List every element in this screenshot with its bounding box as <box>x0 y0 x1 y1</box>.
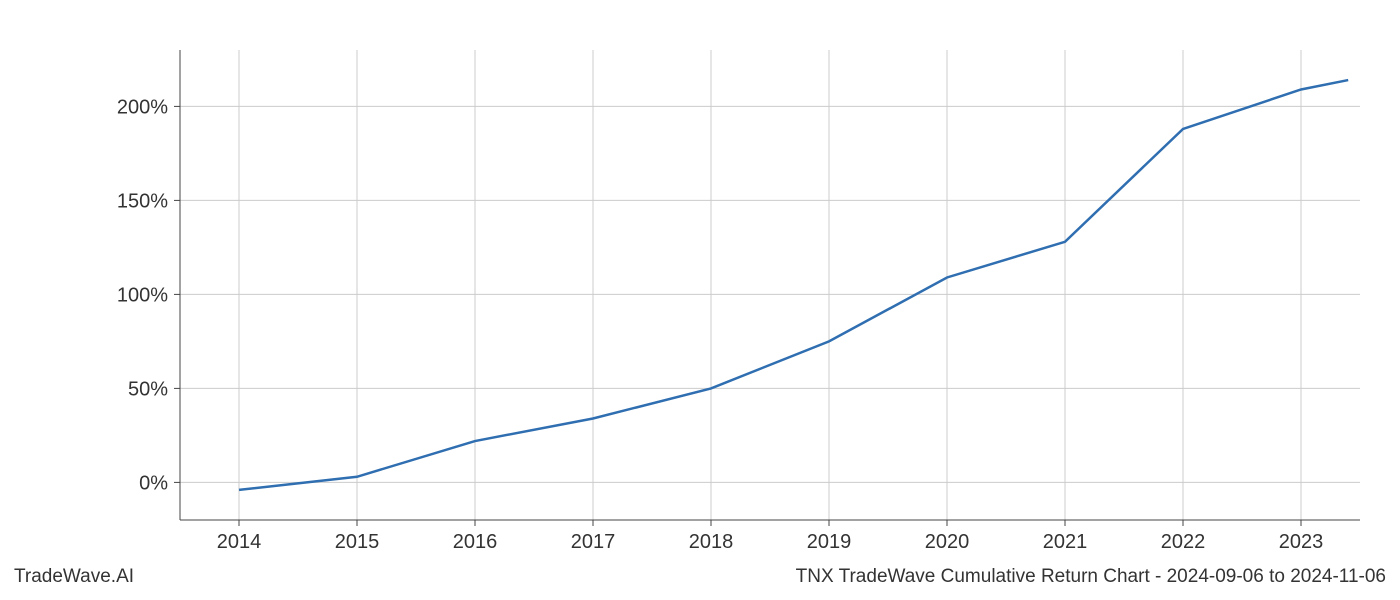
x-tick-label: 2018 <box>689 531 734 553</box>
y-tick-label: 100% <box>117 284 168 306</box>
y-tick-label: 50% <box>128 378 168 400</box>
footer-left-label: TradeWave.AI <box>14 566 134 594</box>
x-tick-label: 2019 <box>807 531 852 553</box>
line-chart: 2014 2015 2016 2017 2018 2019 2020 2021 2022 2023… <box>0 0 1400 600</box>
x-tick-label: 2015 <box>335 531 380 553</box>
chart-container: 2014 2015 2016 2017 2018 2019 2020 2021 2022 2023… <box>0 0 1400 600</box>
x-tick-label: 2020 <box>925 531 970 553</box>
footer-right-label: TNX TradeWave Cumulative Return Chart - … <box>796 566 1386 594</box>
y-tick-label: 200% <box>117 96 168 118</box>
x-tick-label: 2017 <box>571 531 616 553</box>
x-tick-label: 2016 <box>453 531 498 553</box>
chart-footer: TradeWave.AI TNX TradeWave Cumulative Re… <box>0 566 1400 594</box>
x-tick-label: 2023 <box>1279 531 1324 553</box>
x-tick-label: 2014 <box>217 531 262 553</box>
x-tick-label: 2021 <box>1043 531 1088 553</box>
x-tick-label: 2022 <box>1161 531 1206 553</box>
y-tick-label: 150% <box>117 190 168 212</box>
cumulative-return-line <box>239 80 1348 490</box>
y-tick-label: 0% <box>139 472 168 494</box>
